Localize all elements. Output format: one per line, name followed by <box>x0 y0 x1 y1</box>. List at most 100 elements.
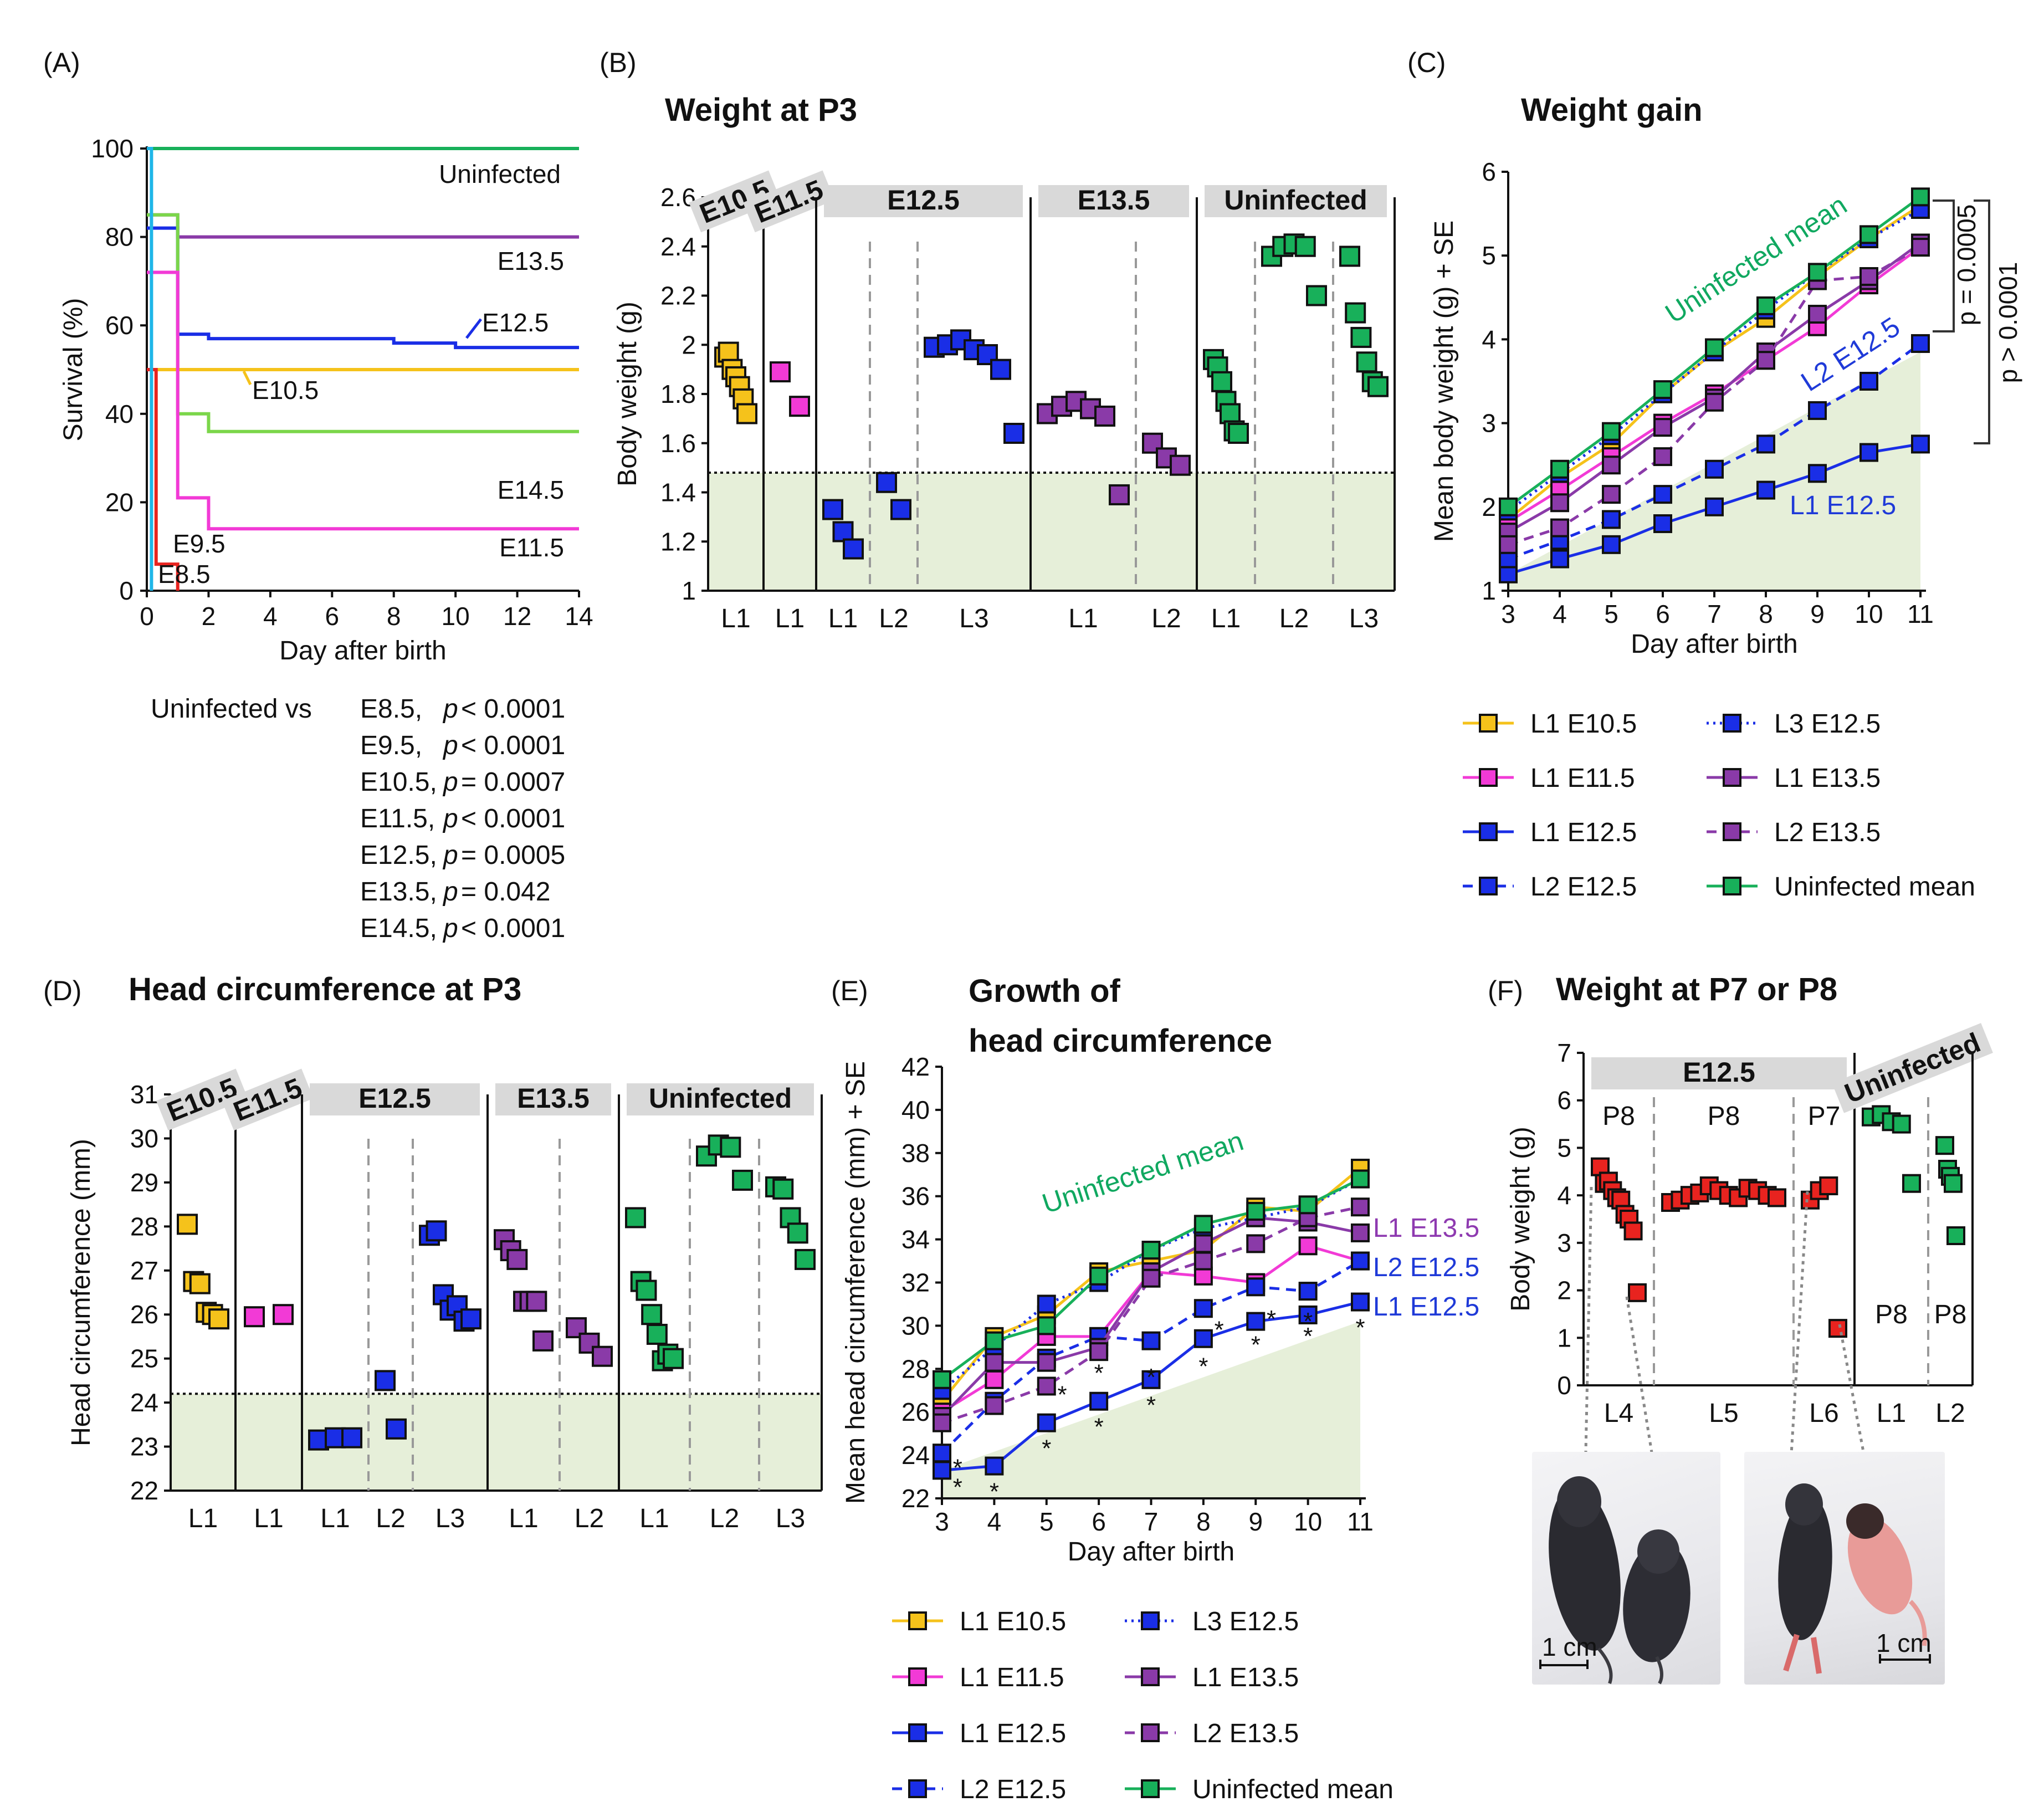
y-tick-label-C: 3 <box>1482 409 1496 438</box>
x-tick-label-C: 10 <box>1855 600 1883 628</box>
litter-label-D: L2 <box>575 1504 604 1533</box>
series-point-Uninfected mean <box>1859 225 1878 244</box>
legend-marker-L1 E11.5 <box>1479 768 1498 787</box>
threshold-shade-D <box>171 1394 822 1491</box>
series-point-L2 E12.5 <box>1193 1299 1213 1318</box>
y-tick-label-F: 1 <box>1557 1323 1571 1352</box>
y-tick-label-a: 60 <box>105 311 134 340</box>
panel-e-head-growth: (E) Growth of head circumference 22 24 26 28 30… <box>831 973 1479 1804</box>
y-tick-label-F: 3 <box>1557 1229 1571 1257</box>
series-label-E8.5: E8.5 <box>158 560 211 588</box>
threshold-shade-B <box>708 473 1395 591</box>
y-tick-label-F: 6 <box>1557 1086 1571 1115</box>
annotation-l2-e125: L2 E12.5 <box>1373 1253 1479 1282</box>
y-tick-label-D: 27 <box>130 1256 158 1285</box>
series-label-E14.5: E14.5 <box>498 475 564 504</box>
series-point-Uninfected mean <box>1037 1316 1056 1335</box>
litter-label-B: L2 <box>879 604 908 633</box>
data-point-D-L2 <box>375 1370 396 1391</box>
series-point-L2 E13.5 <box>1141 1268 1161 1288</box>
series-point-L1 E12.5 <box>1141 1370 1161 1389</box>
data-point-D-L1 <box>506 1248 528 1270</box>
series-point-L1 E12.5 <box>1298 1305 1318 1324</box>
header-label-E12.5: E12.5 <box>358 1083 431 1114</box>
scale-bar-label-left: 1 cm <box>1542 1632 1597 1661</box>
series-point-L1 E12.5 <box>1351 1292 1370 1312</box>
y-tick-label-D: 28 <box>130 1212 158 1241</box>
y-tick-label-E: 24 <box>901 1441 930 1470</box>
stats-value: = 0.0007 <box>461 767 565 797</box>
x-tick-label-E: 9 <box>1248 1507 1263 1536</box>
series-point-L2 E12.5 <box>1859 372 1878 391</box>
data-point-F-L6 <box>1828 1319 1847 1338</box>
series-point-L1 E12.5 <box>985 1456 1004 1476</box>
litter-label-F: L1 <box>1877 1399 1906 1428</box>
y-tick-label-E: 22 <box>901 1484 930 1513</box>
data-point-D-L1 <box>663 1348 684 1369</box>
significance-star: * <box>1146 1392 1156 1419</box>
data-point-D-L3 <box>460 1308 481 1330</box>
series-point-L1 E13.5 <box>1550 493 1569 513</box>
x-axis-title-a: Day after birth <box>279 636 446 666</box>
legend-label-L3 E12.5: L3 E12.5 <box>1192 1607 1299 1636</box>
series-point-Uninfected mean <box>1089 1266 1109 1286</box>
data-point-F-L2 <box>1935 1136 1954 1155</box>
x-tick-label-C: 5 <box>1604 600 1618 628</box>
legend-label-L1 E12.5: L1 E12.5 <box>1530 818 1637 847</box>
y-tick-label-D: 26 <box>130 1300 158 1329</box>
y-tick-label-C: 2 <box>1482 493 1496 521</box>
stats-group: E14.5, <box>360 914 437 943</box>
series-point-L1 E12.5 <box>1756 480 1775 500</box>
x-tick-label-a: 2 <box>202 602 216 631</box>
series-point-L1 E12.5 <box>1653 514 1672 534</box>
series-point-L1 E13.5 <box>1351 1223 1370 1242</box>
header-label-E12.5: E12.5 <box>1683 1057 1755 1088</box>
y-tick-label-B: 1.8 <box>660 380 696 408</box>
data-point-B-L2 <box>1142 432 1163 454</box>
series-point-L1 E12.5 <box>1037 1413 1056 1432</box>
x-tick-label-E: 6 <box>1092 1507 1106 1536</box>
annotation-l1-e125: L1 E12.5 <box>1790 491 1896 520</box>
series-point-L2 E13.5 <box>1550 518 1569 538</box>
data-point-B-L3 <box>990 359 1011 380</box>
stats-value: < 0.0001 <box>461 914 565 943</box>
y-tick-label-a: 0 <box>119 576 134 605</box>
series-point-L2 E13.5 <box>1705 392 1724 412</box>
litter-label-D: L3 <box>436 1504 465 1533</box>
annotation-l1-e125: L1 E12.5 <box>1373 1292 1479 1322</box>
series-point-L2 E13.5 <box>1499 535 1518 554</box>
data-point-B-L2 <box>1170 454 1191 476</box>
series-point-Uninfected mean <box>1808 263 1827 282</box>
legend-label-L1 E13.5: L1 E13.5 <box>1774 764 1881 793</box>
header-label-E13.5: E13.5 <box>517 1083 590 1114</box>
tilted-header-Uninfected: Uninfected <box>1832 1023 1993 1113</box>
stats-value: = 0.042 <box>461 877 550 907</box>
header-box-Uninfected <box>1205 185 1387 217</box>
significance-star: * <box>1094 1359 1104 1386</box>
litter-age-F: P8 <box>1875 1300 1908 1329</box>
series-point-Uninfected mean <box>1602 422 1621 441</box>
y-tick-label-C: 1 <box>1482 576 1496 605</box>
y-tick-label-a: 100 <box>91 134 134 163</box>
data-point-B-L1 <box>832 521 854 542</box>
data-point-D-L3 <box>795 1248 816 1270</box>
y-tick-label-C: 4 <box>1482 325 1496 354</box>
header-box-E13.5 <box>495 1083 611 1115</box>
stats-group: E8.5, <box>360 694 422 724</box>
legend-marker-L3 E12.5 <box>1723 714 1741 733</box>
y-tick-label-D: 29 <box>130 1168 158 1197</box>
series-point-L2 E13.5 <box>1653 447 1672 467</box>
litter-label-D: L1 <box>188 1504 218 1533</box>
y-axis-title-B: Body weight (g) <box>613 301 642 487</box>
photo-l4-pups: 1 cm <box>1532 1452 1720 1685</box>
series-point-Uninfected mean <box>1756 296 1775 315</box>
series-point-Uninfected mean <box>985 1331 1004 1350</box>
header-label-E12.5: E12.5 <box>887 185 960 216</box>
y-tick-label-B: 2 <box>682 330 696 359</box>
data-point-D-L1 <box>636 1279 657 1301</box>
litter-label-D: L3 <box>776 1504 805 1533</box>
significance-star: * <box>1198 1353 1208 1380</box>
x-tick-label-a: 0 <box>140 602 154 631</box>
series-point-L2 E13.5 <box>933 1413 951 1432</box>
y-tick-label-E: 40 <box>901 1096 930 1124</box>
